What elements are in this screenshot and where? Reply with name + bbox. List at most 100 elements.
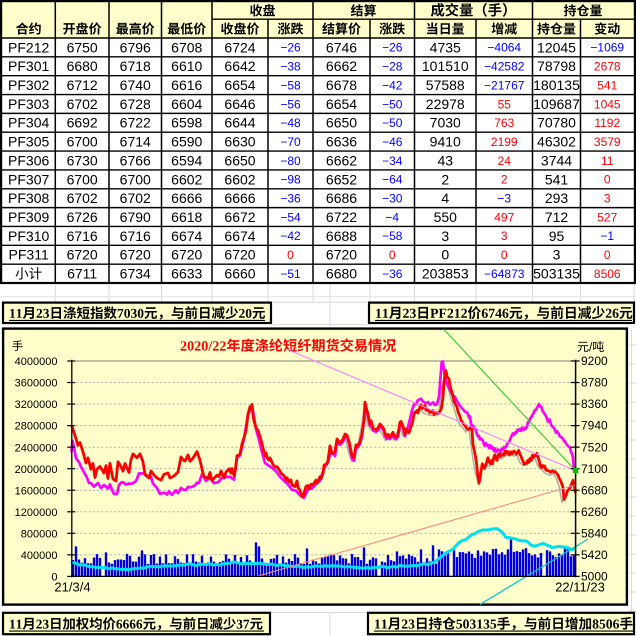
svg-text:−50: −50 xyxy=(382,116,403,130)
svg-text:6618: 6618 xyxy=(171,209,202,225)
svg-text:541: 541 xyxy=(545,171,569,187)
svg-text:6662: 6662 xyxy=(326,58,357,74)
svg-text:−30: −30 xyxy=(382,191,403,205)
svg-text:−26: −26 xyxy=(280,41,301,55)
svg-text:−64873: −64873 xyxy=(484,267,525,281)
svg-text:6750: 6750 xyxy=(67,39,98,55)
svg-text:−46: −46 xyxy=(382,135,403,149)
svg-text:−1: −1 xyxy=(600,229,614,243)
svg-text:6666: 6666 xyxy=(171,190,202,206)
svg-text:6644: 6644 xyxy=(224,115,255,131)
svg-text:−28: −28 xyxy=(382,60,403,74)
svg-text:6260: 6260 xyxy=(581,505,608,519)
svg-text:6633: 6633 xyxy=(171,265,202,281)
svg-text:6708: 6708 xyxy=(171,39,202,55)
svg-text:6680: 6680 xyxy=(326,265,357,281)
svg-text:−4064: −4064 xyxy=(487,41,521,55)
svg-text:PF310: PF310 xyxy=(8,228,49,244)
svg-text:6746: 6746 xyxy=(326,39,357,55)
svg-text:1200000: 1200000 xyxy=(15,507,58,519)
svg-text:1045: 1045 xyxy=(594,97,621,111)
svg-text:3: 3 xyxy=(501,229,508,243)
svg-text:PF212: PF212 xyxy=(8,39,49,55)
svg-text:6720: 6720 xyxy=(326,247,357,263)
svg-text:−70: −70 xyxy=(280,135,301,149)
svg-text:0: 0 xyxy=(604,248,611,262)
svg-text:−58: −58 xyxy=(280,78,301,92)
svg-text:7940: 7940 xyxy=(581,419,608,433)
svg-text:497: 497 xyxy=(494,210,514,224)
svg-text:3744: 3744 xyxy=(541,152,572,168)
svg-text:2: 2 xyxy=(441,171,449,187)
svg-text:−54: −54 xyxy=(280,210,301,224)
svg-text:800000: 800000 xyxy=(21,528,58,540)
svg-text:6602: 6602 xyxy=(224,171,255,187)
svg-text:24: 24 xyxy=(498,154,512,168)
svg-text:5000: 5000 xyxy=(581,570,608,584)
svg-text:0: 0 xyxy=(389,248,396,262)
svg-text:6602: 6602 xyxy=(171,171,202,187)
svg-text:9200: 9200 xyxy=(581,354,608,368)
svg-text:−38: −38 xyxy=(280,60,301,74)
svg-text:180135: 180135 xyxy=(533,77,580,93)
svg-text:22978: 22978 xyxy=(426,96,465,112)
svg-text:1192: 1192 xyxy=(594,116,620,130)
svg-text:22/11/23: 22/11/23 xyxy=(555,580,605,595)
svg-text:6720: 6720 xyxy=(67,247,98,263)
svg-text:8506: 8506 xyxy=(594,267,621,281)
svg-text:541: 541 xyxy=(597,78,617,92)
svg-text:−58: −58 xyxy=(382,229,403,243)
svg-text:12045: 12045 xyxy=(537,39,576,55)
svg-text:6700: 6700 xyxy=(67,171,98,187)
svg-text:6652: 6652 xyxy=(326,171,357,187)
svg-text:2: 2 xyxy=(501,173,508,187)
svg-text:−36: −36 xyxy=(280,191,301,205)
svg-text:6702: 6702 xyxy=(120,190,151,206)
svg-text:11: 11 xyxy=(601,154,614,168)
svg-text:6610: 6610 xyxy=(171,58,202,74)
svg-text:4000000: 4000000 xyxy=(15,356,58,368)
svg-text:6650: 6650 xyxy=(326,115,357,131)
svg-text:6702: 6702 xyxy=(67,190,98,206)
svg-text:763: 763 xyxy=(494,116,514,130)
svg-text:6720: 6720 xyxy=(120,247,151,263)
svg-text:8360: 8360 xyxy=(581,397,608,411)
svg-text:7100: 7100 xyxy=(581,462,608,476)
svg-text:6680: 6680 xyxy=(581,483,608,497)
svg-text:6714: 6714 xyxy=(120,134,151,150)
svg-text:6716: 6716 xyxy=(120,228,151,244)
svg-text:6730: 6730 xyxy=(67,152,98,168)
svg-text:6686: 6686 xyxy=(326,190,357,206)
svg-text:6796: 6796 xyxy=(120,39,151,55)
svg-text:6662: 6662 xyxy=(326,152,357,168)
svg-text:6672: 6672 xyxy=(224,209,255,225)
svg-text:6720: 6720 xyxy=(171,247,202,263)
svg-text:3200000: 3200000 xyxy=(15,399,58,411)
svg-text:2199: 2199 xyxy=(491,135,518,149)
svg-text:6692: 6692 xyxy=(67,115,98,131)
svg-text:6666: 6666 xyxy=(224,190,255,206)
svg-text:6636: 6636 xyxy=(326,134,357,150)
svg-text:0: 0 xyxy=(604,173,611,187)
svg-text:6642: 6642 xyxy=(224,58,255,74)
svg-text:9410: 9410 xyxy=(430,134,461,150)
svg-text:3600000: 3600000 xyxy=(15,378,58,390)
svg-text:PF309: PF309 xyxy=(8,209,49,225)
svg-text:6726: 6726 xyxy=(67,209,98,225)
svg-text:6680: 6680 xyxy=(67,58,98,74)
svg-text:78798: 78798 xyxy=(537,58,576,74)
svg-text:6660: 6660 xyxy=(224,265,255,281)
svg-text:527: 527 xyxy=(597,210,617,224)
svg-text:2400000: 2400000 xyxy=(15,442,58,454)
svg-text:3: 3 xyxy=(553,247,561,263)
svg-text:0: 0 xyxy=(51,572,57,584)
svg-text:712: 712 xyxy=(545,209,569,225)
svg-text:70780: 70780 xyxy=(537,115,576,131)
svg-text:PF304: PF304 xyxy=(8,115,49,131)
svg-text:550: 550 xyxy=(434,209,458,225)
svg-text:6654: 6654 xyxy=(326,96,357,112)
svg-text:−36: −36 xyxy=(382,267,403,281)
svg-text:−64: −64 xyxy=(382,173,403,187)
svg-text:PF305: PF305 xyxy=(8,134,49,150)
svg-text:0: 0 xyxy=(501,248,508,262)
